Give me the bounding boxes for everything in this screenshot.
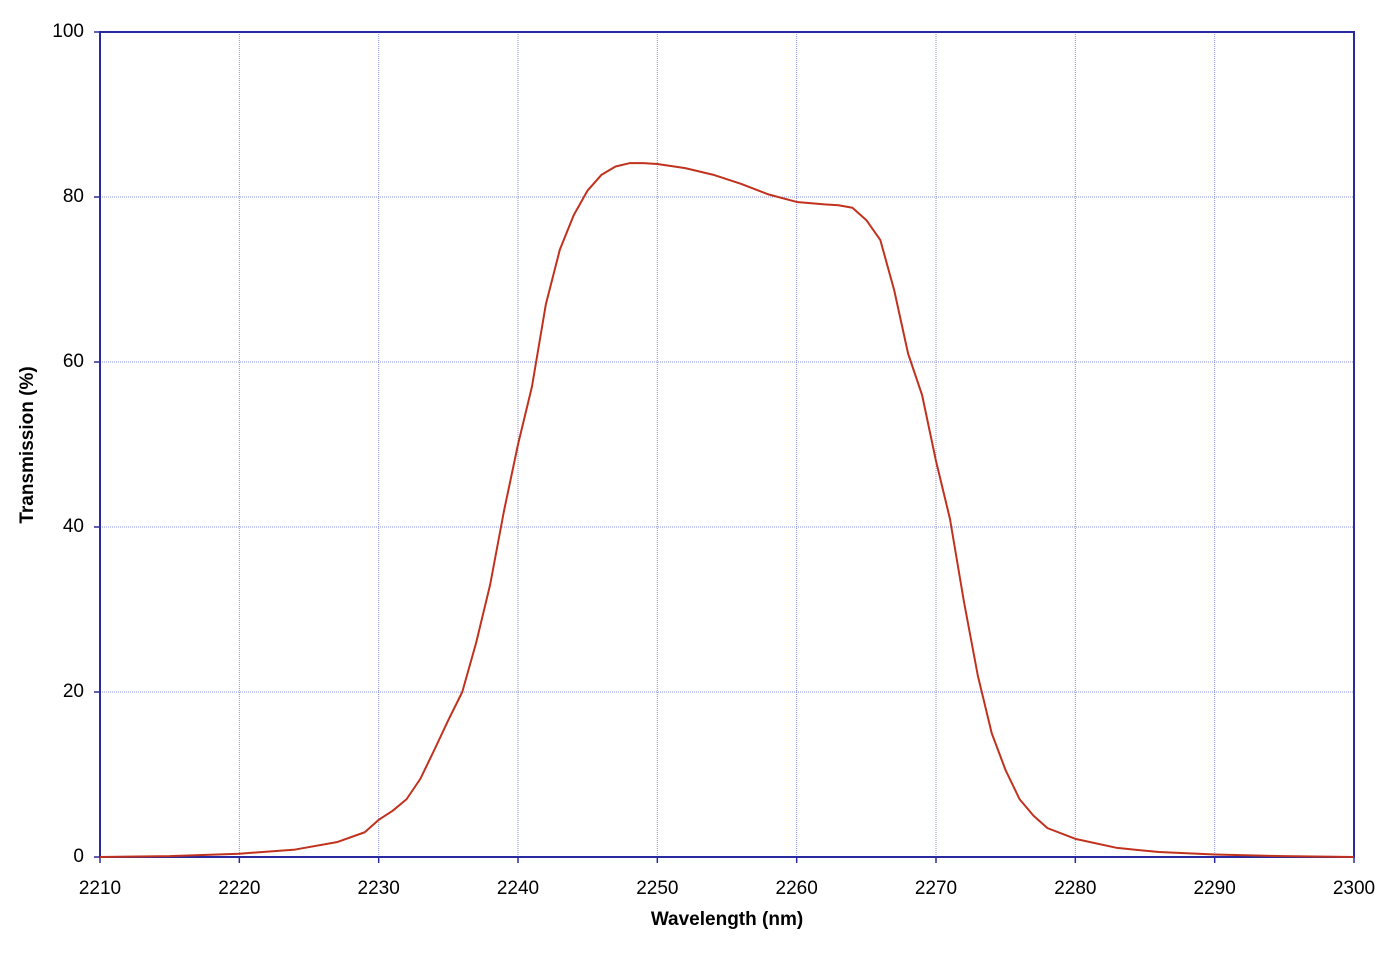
x-tick-label: 2270 (915, 878, 957, 899)
y-tick-label: 0 (73, 846, 84, 867)
x-tick-label: 2250 (636, 878, 678, 899)
x-tick-label: 2290 (1194, 878, 1236, 899)
x-tick-label: 2300 (1333, 878, 1375, 899)
y-axis-title: Transmission (%) (17, 366, 38, 523)
x-tick-label: 2240 (497, 878, 539, 899)
y-tick-label: 80 (63, 186, 84, 207)
plot-frame (99, 31, 1355, 858)
data-line (99, 162, 1355, 858)
y-tick-label: 100 (52, 21, 84, 42)
x-tick-label: 2210 (79, 878, 121, 899)
x-tick-label: 2260 (776, 878, 818, 899)
x-tick-label: 2220 (218, 878, 260, 899)
x-axis-title: Wavelength (nm) (651, 909, 803, 930)
y-tick-label: 40 (63, 516, 84, 537)
y-tick-label: 20 (63, 681, 84, 702)
x-tick-label: 2280 (1054, 878, 1096, 899)
x-tick-label: 2230 (358, 878, 400, 899)
y-tick-label: 60 (63, 351, 84, 372)
